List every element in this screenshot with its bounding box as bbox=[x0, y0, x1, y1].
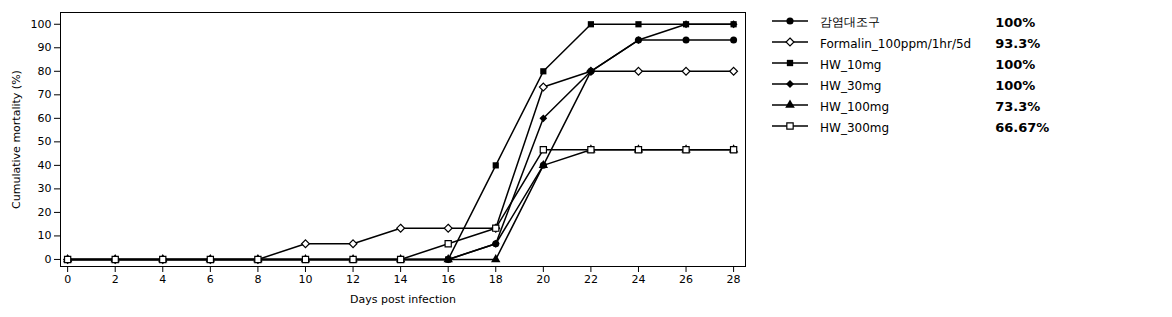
svg-text:90: 90 bbox=[38, 41, 52, 54]
svg-text:Days post infection: Days post infection bbox=[350, 293, 456, 306]
html-text:HW_10mg: HW_10mg bbox=[820, 57, 882, 72]
svg-text:30: 30 bbox=[38, 182, 52, 195]
html-text:HW_30mg: HW_30mg bbox=[820, 78, 882, 93]
html-text:HW_100mg: HW_100mg bbox=[820, 99, 890, 114]
svg-text:10: 10 bbox=[38, 229, 52, 242]
svg-text:26: 26 bbox=[679, 273, 693, 286]
svg-text:28: 28 bbox=[727, 273, 741, 286]
html-text:감염대조구: 감염대조구 bbox=[820, 15, 880, 29]
svg-text:10: 10 bbox=[298, 273, 312, 286]
svg-text:4: 4 bbox=[159, 273, 166, 286]
html-text:100%: 100% bbox=[995, 78, 1036, 93]
svg-text:24: 24 bbox=[631, 273, 645, 286]
svg-text:70: 70 bbox=[38, 88, 52, 101]
svg-text:16: 16 bbox=[441, 273, 455, 286]
svg-text:2: 2 bbox=[112, 273, 119, 286]
svg-text:0: 0 bbox=[64, 273, 71, 286]
html-text:100%: 100% bbox=[995, 15, 1036, 30]
html-text:66.67%: 66.67% bbox=[995, 120, 1050, 135]
svg-text:20: 20 bbox=[38, 206, 52, 219]
svg-text:80: 80 bbox=[38, 65, 52, 78]
svg-text:Cumulative mortality (%): Cumulative mortality (%) bbox=[10, 70, 23, 209]
html-text:73.3%: 73.3% bbox=[995, 99, 1041, 114]
svg-text:18: 18 bbox=[489, 273, 503, 286]
svg-text:20: 20 bbox=[536, 273, 550, 286]
svg-text:22: 22 bbox=[584, 273, 598, 286]
svg-text:50: 50 bbox=[38, 135, 52, 148]
svg-text:0: 0 bbox=[45, 253, 52, 266]
svg-text:100: 100 bbox=[31, 18, 52, 31]
svg-text:8: 8 bbox=[254, 273, 261, 286]
svg-text:60: 60 bbox=[38, 112, 52, 125]
svg-text:14: 14 bbox=[394, 273, 408, 286]
svg-text:6: 6 bbox=[207, 273, 214, 286]
svg-text:12: 12 bbox=[346, 273, 360, 286]
svg-text:40: 40 bbox=[38, 159, 52, 172]
html-text:100%: 100% bbox=[995, 57, 1036, 72]
html-text:93.3%: 93.3% bbox=[995, 36, 1041, 51]
html-text:HW_300mg: HW_300mg bbox=[820, 120, 890, 135]
html-text:Formalin_100ppm/1hr/5d: Formalin_100ppm/1hr/5d bbox=[820, 36, 972, 51]
